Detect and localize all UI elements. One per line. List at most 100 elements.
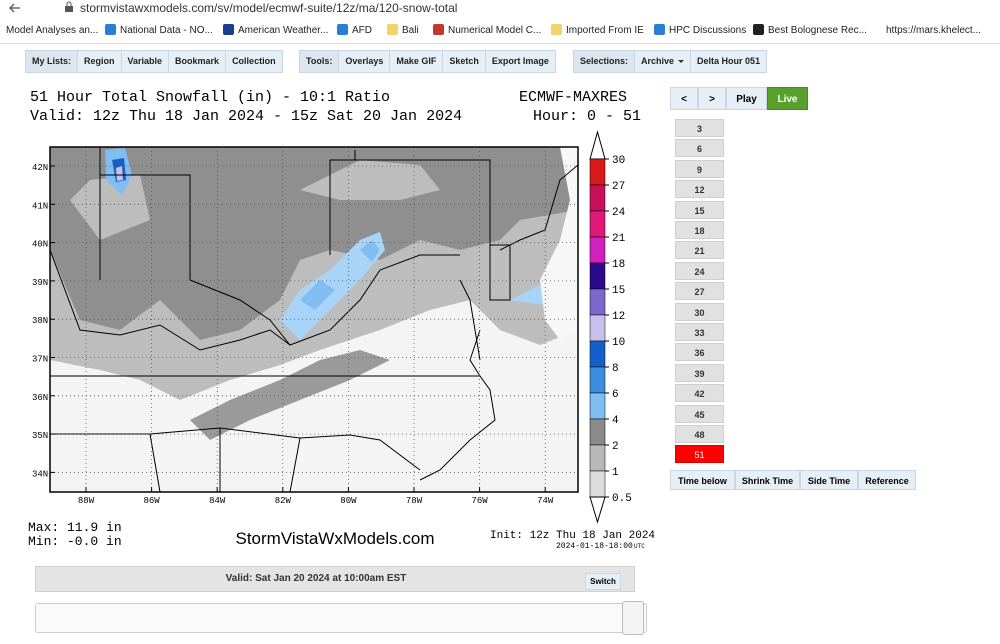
time-option-button[interactable]: Time below (670, 470, 735, 490)
hour-button[interactable]: 39 (675, 363, 724, 382)
lat-label: 35N (32, 431, 48, 441)
graticule (50, 147, 578, 492)
play-button[interactable]: Play (726, 87, 767, 110)
bookmarks-bar: Model Analyses an... National Data - NO..… (0, 19, 1000, 44)
hour-button[interactable]: 15 (675, 200, 724, 219)
hour-button[interactable]: 24 (675, 261, 724, 280)
colorbar-top (589, 130, 606, 160)
colorbar-bin (589, 236, 606, 264)
slider-handle[interactable] (622, 601, 644, 635)
bookmark[interactable]: Numerical Model C... (448, 25, 542, 36)
colorbar-bin (589, 184, 606, 212)
valid-text: Valid: Sat Jan 20 2024 at 10:00am EST (225, 573, 407, 584)
hour-button[interactable]: 18 (675, 221, 724, 239)
toolbar-button[interactable]: Delta Hour 051 (697, 56, 761, 66)
lock-icon (65, 1, 73, 12)
live-button[interactable]: Live (767, 87, 808, 110)
colorbar-label: 0.5 (612, 493, 632, 505)
next-button[interactable]: > (698, 87, 726, 110)
toolbar-button[interactable]: Overlays (339, 51, 391, 72)
bookmark[interactable]: Imported From IE (566, 25, 644, 36)
lat-label: 41N (32, 201, 48, 211)
hour-button[interactable]: 12 (675, 180, 724, 199)
group-label: My Lists: (26, 51, 79, 72)
site-name: StormVistaWxModels.com (235, 529, 434, 548)
toolbar-button[interactable]: Region (78, 51, 122, 72)
colorbar-label: 21 (612, 233, 626, 245)
hour-button[interactable]: 21 (675, 241, 724, 260)
bookmark[interactable]: National Data - NO... (120, 25, 213, 36)
toolbar-group: Selections: Archive Delta Hour 051 (573, 50, 768, 73)
bookmark[interactable]: https://mars.khelect... (886, 25, 982, 36)
toolbar-button[interactable]: Make GIF (390, 51, 444, 72)
colorbar-label: 24 (612, 207, 626, 219)
bookmark-icon (551, 24, 562, 35)
hour-button[interactable]: 30 (675, 302, 724, 321)
bookmark-icon (387, 24, 398, 35)
bookmark[interactable]: American Weather... (238, 25, 329, 36)
lat-label: 39N (32, 278, 48, 288)
bookmark[interactable]: AFD (352, 25, 372, 36)
back-arrow[interactable] (8, 2, 22, 14)
bookmark-icon (223, 24, 234, 35)
init-time: Init: 12z Thu 18 Jan 2024 (490, 530, 655, 542)
group-label: Tools: (300, 51, 340, 72)
lat-label: 34N (32, 469, 48, 479)
hour-button[interactable]: 45 (675, 404, 724, 423)
toolbar-button[interactable]: Export Image (491, 56, 549, 66)
map-valid: Valid: 12z Thu 18 Jan 2024 - 15z Sat 20 … (30, 108, 462, 125)
toolbar-group: Tools: Overlays Make GIF Sketch Export Image (299, 50, 556, 73)
bookmark[interactable]: Model Analyses an... (6, 25, 99, 36)
hour-button[interactable]: 33 (675, 323, 724, 341)
colorbar-label: 4 (612, 415, 619, 427)
colorbar-label: 12 (612, 311, 625, 323)
time-option-button[interactable]: Shrink Time (735, 470, 800, 490)
map-title: 51 Hour Total Snowfall (in) - 10:1 Ratio (30, 89, 390, 106)
bookmark-icon (337, 24, 348, 35)
bookmark[interactable]: Best Bolognese Rec... (768, 25, 867, 36)
lon-label: 84W (209, 496, 226, 506)
lon-label: 74W (537, 496, 554, 506)
hour-button[interactable]: 6 (675, 139, 724, 158)
time-slider[interactable] (35, 601, 647, 635)
toolbar-button[interactable]: Collection (232, 56, 276, 66)
lon-label: 88W (78, 496, 95, 506)
colorbar-label: 1 (612, 467, 619, 479)
colorbar-label: 30 (612, 155, 625, 167)
toolbar-button[interactable]: Bookmark (169, 51, 227, 72)
toolbar-button[interactable]: Archive (635, 51, 692, 72)
bookmark-icon (753, 24, 764, 35)
colorbar-label: 27 (612, 181, 625, 193)
colorbar-bin (589, 392, 606, 420)
prev-button[interactable]: < (670, 87, 698, 110)
hour-button-selected[interactable]: 51 (675, 445, 724, 464)
bookmark[interactable]: Bali (402, 25, 419, 36)
hour-button[interactable]: 48 (675, 425, 724, 443)
switch-button[interactable]: Switch (585, 573, 621, 590)
min-value: Min: -0.0 in (28, 534, 122, 549)
hour-button[interactable]: 9 (675, 159, 724, 178)
map-image: 51 Hour Total Snowfall (in) - 10:1 Ratio… (28, 89, 655, 551)
colorbar-bin (589, 366, 606, 394)
lat-label: 42N (32, 163, 48, 173)
colorbar-bin (589, 158, 606, 186)
bookmark[interactable]: HPC Discussions (669, 25, 747, 36)
lon-label: 76W (471, 496, 488, 506)
toolbar-button[interactable]: Sketch (443, 51, 486, 72)
hour-button[interactable]: 27 (675, 282, 724, 301)
hour-button[interactable]: 3 (675, 119, 724, 137)
url[interactable]: stormvistawxmodels.com/sv/model/ecmwf-su… (80, 1, 458, 15)
map-field (50, 147, 578, 492)
valid-bar: Valid: Sat Jan 20 2024 at 10:00am EST Sw… (35, 566, 635, 592)
lat-label: 40N (32, 240, 48, 250)
lat-label: 38N (32, 316, 48, 326)
time-option-button[interactable]: Side Time (800, 470, 858, 490)
colorbar-bin (589, 288, 606, 316)
colorbar-label: 2 (612, 441, 619, 453)
lon-label: 82W (275, 496, 292, 506)
toolbar-button[interactable]: Variable (122, 51, 170, 72)
lon-label: 86W (143, 496, 160, 506)
time-option-button[interactable]: Reference (858, 470, 916, 490)
hour-button[interactable]: 36 (675, 343, 724, 362)
hour-button[interactable]: 42 (675, 384, 724, 403)
